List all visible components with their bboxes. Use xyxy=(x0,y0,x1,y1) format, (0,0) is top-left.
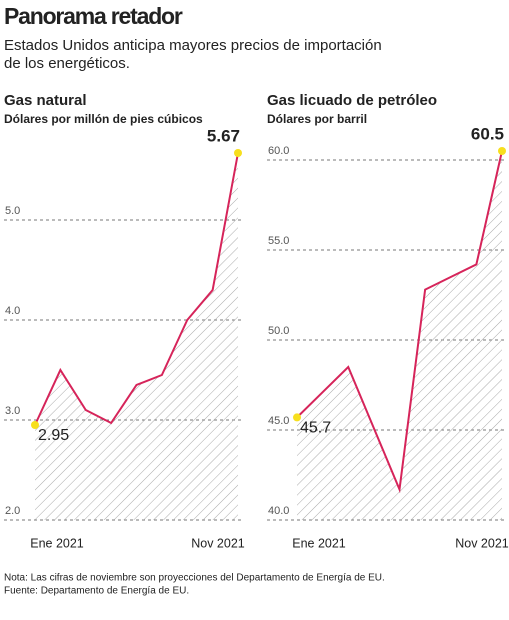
y-tick-label: 5.0 xyxy=(5,205,20,217)
point xyxy=(31,421,39,429)
source: Fuente: Departamento de Energía de EU. xyxy=(4,586,189,597)
subtitle: Estados Unidos anticipa mayores precios … xyxy=(4,37,382,54)
end-label: 60.5 xyxy=(471,124,504,143)
y-tick-label: 40.0 xyxy=(268,505,289,517)
point xyxy=(234,149,242,157)
point xyxy=(498,147,506,155)
x-tick-label: Nov 2021 xyxy=(455,536,509,550)
line xyxy=(296,150,503,494)
y-tick-label: 4.0 xyxy=(5,305,20,317)
x-tick-label: Nov 2021 xyxy=(191,536,245,550)
subtitle: de los energéticos. xyxy=(4,55,130,72)
x-tick-label: Ene 2021 xyxy=(30,536,84,550)
chart-subtitle: Dólares por barril xyxy=(267,112,367,126)
title: Panorama retador xyxy=(4,3,183,29)
area xyxy=(297,151,502,520)
start-label: 2.95 xyxy=(38,427,69,444)
start-label: 45.7 xyxy=(300,420,331,437)
y-tick-label: 3.0 xyxy=(5,405,20,417)
y-tick-label: 50.0 xyxy=(268,325,289,337)
y-tick-label: 55.0 xyxy=(268,235,289,247)
line xyxy=(34,152,239,426)
end-label: 5.67 xyxy=(207,126,240,145)
point xyxy=(293,413,301,422)
chart-title: Gas licuado de petróleo xyxy=(267,92,437,109)
x-tick-label: Ene 2021 xyxy=(292,536,346,550)
y-tick-label: 45.0 xyxy=(268,415,289,427)
note: Nota: Las cifras de noviembre son proyec… xyxy=(4,573,385,584)
y-tick-label: 2.0 xyxy=(5,505,20,517)
chart-title: Gas natural xyxy=(4,92,87,109)
chart-subtitle: Dólares por millón de pies cúbicos xyxy=(4,112,203,126)
area xyxy=(35,153,238,520)
y-tick-label: 60.0 xyxy=(268,145,289,157)
